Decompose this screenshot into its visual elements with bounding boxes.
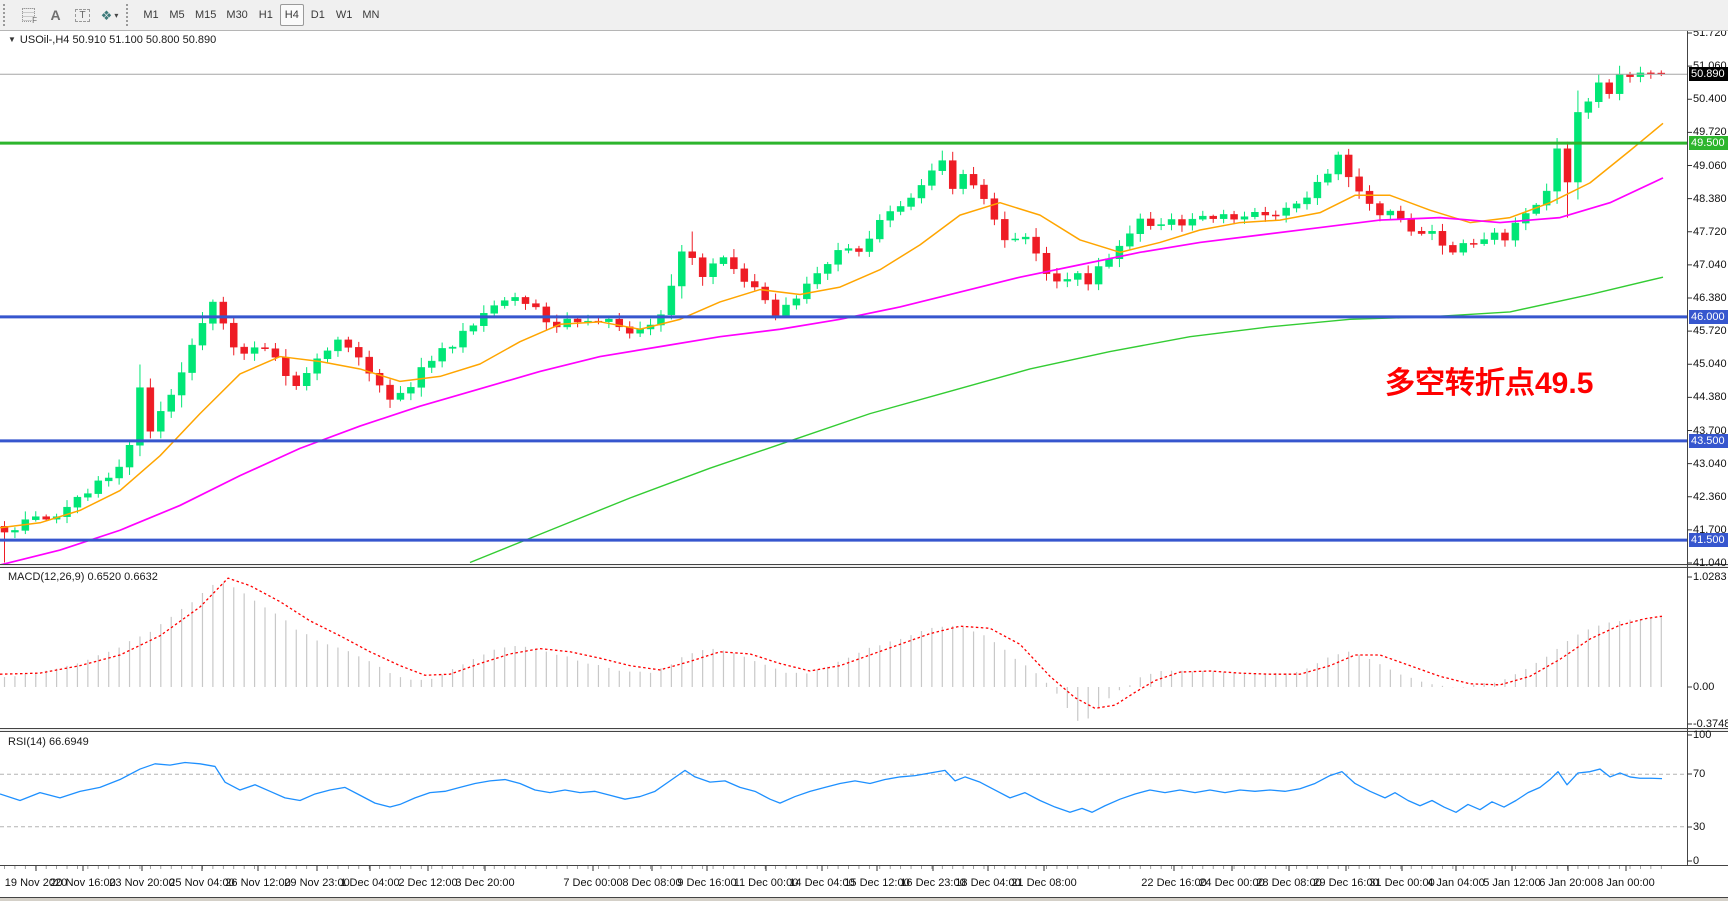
- chart-text-annotation[interactable]: 多空转折点49.5: [1385, 367, 1594, 400]
- price-level-badge: 41.500: [1689, 533, 1728, 548]
- time-axis-label: 24 Dec 00:00: [1199, 877, 1265, 889]
- time-axis-label: 8 Dec 08:00: [622, 877, 682, 889]
- time-axis-label: 7 Dec 00:00: [563, 877, 623, 889]
- rsi-tick-label: 0: [1693, 855, 1700, 867]
- macd-tick-label: 1.0283: [1693, 571, 1727, 583]
- rsi-tick-label: 30: [1693, 821, 1706, 833]
- label-tool-button[interactable]: T: [69, 3, 96, 27]
- price-tick-label: 49.060: [1693, 159, 1727, 172]
- rsi-indicator-label: RSI(14) 66.6949: [8, 736, 89, 748]
- symbol-info-line: ▼ USOil-,H4 50.910 51.100 50.800 50.890: [8, 34, 216, 46]
- fibonacci-icon: F: [22, 8, 37, 25]
- timeframe-button-w1[interactable]: W1: [332, 4, 357, 26]
- price-tick-label: 47.040: [1693, 258, 1727, 271]
- price-level-badge: 50.890: [1689, 67, 1728, 82]
- macd-tick-label: 0.00: [1693, 681, 1715, 693]
- timeframe-button-m5[interactable]: M5: [165, 4, 189, 26]
- time-axis-label: 16 Dec 23:00: [900, 877, 966, 889]
- macd-tick-label: -0.3748: [1693, 718, 1728, 730]
- window-bottom-strip: [0, 898, 1728, 901]
- price-tick-label: 41.700: [1693, 523, 1727, 536]
- price-tick-label: 43.040: [1693, 457, 1727, 470]
- price-level-badge: 43.500: [1689, 433, 1728, 448]
- price-tick-label: 45.720: [1693, 325, 1727, 338]
- drawing-toolbar: F A T ❖ ▾ M1 M5 M15 M30 H1 H4 D1 W1 MN: [0, 0, 1728, 31]
- price-tick-label: 41.040: [1693, 557, 1727, 569]
- price-tick-label: 46.380: [1693, 292, 1727, 304]
- time-axis-label: 5 Jan 12:00: [1483, 877, 1541, 889]
- price-tick-label: 50.400: [1693, 93, 1727, 106]
- price-level-badge: 46.000: [1689, 309, 1728, 324]
- time-axis-label: 9 Dec 16:00: [677, 877, 737, 889]
- time-axis-label: 1 Dec 04:00: [340, 877, 400, 889]
- chevron-down-icon[interactable]: ▼: [8, 35, 16, 44]
- timeframe-button-mn[interactable]: MN: [358, 4, 383, 26]
- drawing-tools-group: F A T ❖ ▾: [15, 0, 123, 30]
- shapes-tool-button[interactable]: ❖ ▾: [96, 3, 123, 27]
- time-axis-label: 11 Dec 00:00: [733, 877, 799, 889]
- price-tick-label: 45.040: [1693, 358, 1727, 371]
- time-axis-label: 20 Nov 16:00: [50, 877, 116, 889]
- shapes-icon: ❖: [100, 7, 113, 23]
- time-axis-label: 2 Dec 12:00: [398, 877, 458, 889]
- time-axis-label: 8 Jan 00:00: [1597, 877, 1655, 889]
- time-axis-label: 25 Nov 04:00: [169, 877, 235, 889]
- price-level-badge: 49.500: [1689, 136, 1728, 151]
- timeframe-button-h4[interactable]: H4: [279, 4, 304, 26]
- timeframe-button-m15[interactable]: M15: [191, 4, 220, 26]
- macd-indicator-label: MACD(12,26,9) 0.6520 0.6632: [8, 571, 158, 583]
- time-axis-label: 19 Nov 2020: [4, 877, 68, 889]
- time-axis-label: 23 Nov 20:00: [109, 877, 175, 889]
- time-axis-label: 4 Jan 04:00: [1427, 877, 1485, 889]
- time-axis-label: 29 Dec 16:00: [1313, 877, 1379, 889]
- fibonacci-tool-button[interactable]: F: [15, 3, 42, 27]
- price-tick-label: 49.720: [1693, 126, 1727, 139]
- price-tick-label: 48.380: [1693, 192, 1727, 205]
- time-axis-label: 29 Nov 23:00: [284, 877, 350, 889]
- timeframe-button-d1[interactable]: D1: [306, 4, 330, 26]
- text-icon: A: [50, 7, 61, 23]
- timeframe-button-m1[interactable]: M1: [139, 4, 163, 26]
- text-tool-button[interactable]: A: [42, 3, 69, 27]
- price-tick-label: 42.360: [1693, 490, 1727, 503]
- caret-down-icon: ▾: [114, 10, 119, 20]
- time-axis-label: 22 Dec 16:00: [1141, 877, 1207, 889]
- timeframe-buttons-group: M1 M5 M15 M30 H1 H4 D1 W1 MN: [138, 0, 384, 30]
- toolbar-drag-handle[interactable]: [3, 4, 12, 26]
- time-axis-label: 15 Dec 12:00: [844, 877, 910, 889]
- price-tick-label: 44.380: [1693, 391, 1727, 404]
- timeframe-toolbar-drag-handle[interactable]: [126, 4, 135, 26]
- timeframe-button-m30[interactable]: M30: [222, 4, 251, 26]
- time-axis-label: 26 Nov 12:00: [225, 877, 291, 889]
- time-axis-label: 6 Jan 20:00: [1539, 877, 1597, 889]
- rsi-tick-label: 70: [1693, 768, 1706, 780]
- price-tick-label: 43.700: [1693, 424, 1727, 437]
- label-icon: T: [75, 8, 90, 22]
- time-axis-label: 31 Dec 00:00: [1369, 877, 1435, 889]
- time-axis-label: 3 Dec 20:00: [455, 877, 515, 889]
- time-axis-label: 18 Dec 04:00: [955, 877, 1021, 889]
- timeframe-button-h1[interactable]: H1: [254, 4, 278, 26]
- time-axis-label: 28 Dec 08:00: [1256, 877, 1322, 889]
- symbol-ohlc-text: USOil-,H4 50.910 51.100 50.800 50.890: [19, 34, 217, 46]
- time-axis-label: 14 Dec 04:00: [789, 877, 855, 889]
- time-axis-label: 21 Dec 08:00: [1011, 877, 1077, 889]
- rsi-tick-label: 100: [1693, 729, 1712, 741]
- price-tick-label: 47.720: [1693, 225, 1727, 238]
